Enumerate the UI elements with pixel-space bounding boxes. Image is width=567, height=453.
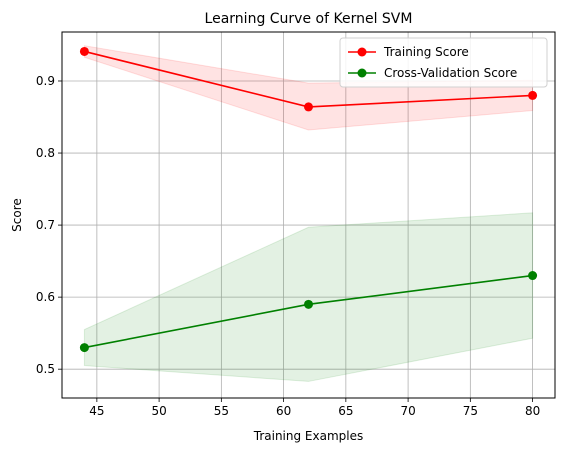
x-tick-label: 65 (338, 404, 353, 418)
point-series-0 (528, 91, 537, 100)
legend-entry-label: Cross-Validation Score (384, 66, 517, 80)
y-tick-label: 0.7 (36, 218, 55, 232)
legend-swatch-marker (358, 69, 367, 78)
x-tick-label: 75 (463, 404, 478, 418)
y-tick-label: 0.8 (36, 146, 55, 160)
point-series-1 (528, 271, 537, 280)
x-tick-label: 70 (400, 404, 415, 418)
legend-swatch-marker (358, 48, 367, 57)
point-series-1 (80, 343, 89, 352)
point-series-0 (304, 102, 313, 111)
x-tick-label: 55 (214, 404, 229, 418)
x-tick-label: 50 (151, 404, 166, 418)
legend-entry-label: Training Score (383, 45, 469, 59)
x-tick-label: 45 (89, 404, 104, 418)
legend: Training Score Cross-Validation Score (340, 38, 547, 87)
chart-title: Learning Curve of Kernel SVM (205, 11, 413, 27)
y-tick-label: 0.6 (36, 290, 55, 304)
x-tick-label: 80 (525, 404, 540, 418)
x-tick-label: 60 (276, 404, 291, 418)
point-series-1 (304, 300, 313, 309)
y-axis-label: Score (10, 198, 24, 232)
point-series-0 (80, 47, 89, 56)
x-axis-label: Training Examples (253, 429, 363, 443)
y-tick-label: 0.5 (36, 362, 55, 376)
y-tick-label: 0.9 (36, 74, 55, 88)
